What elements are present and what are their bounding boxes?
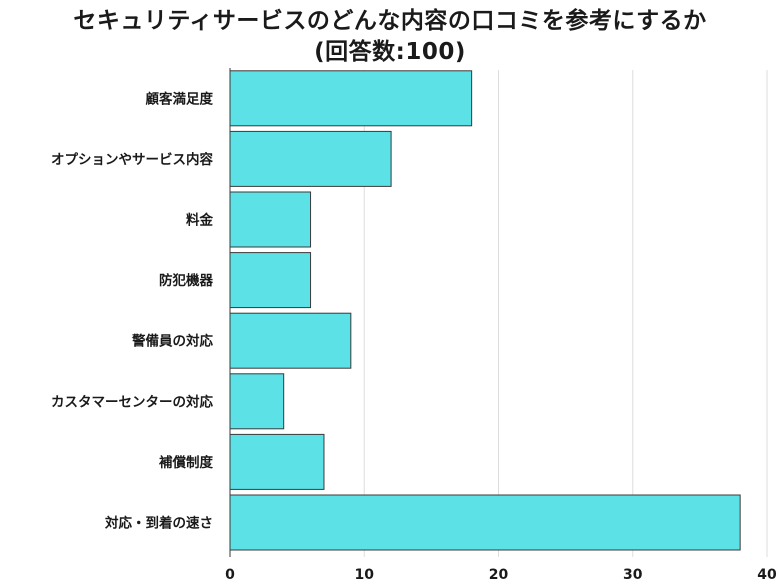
bar-4 [229,252,312,309]
x-tick-label-10: 10 [355,567,375,583]
bar-8 [229,494,741,551]
category-label-5: 警備員の対応 [132,333,213,350]
category-label-2: オプションやサービス内容 [51,151,213,168]
chart-title: セキュリティサービスのどんな内容の口コミを参考にするか (回答数:100) [0,6,780,68]
category-label-4: 防犯機器 [159,272,213,289]
chart-subtitle: (回答数:100) [314,39,466,65]
bar-7 [229,433,325,490]
category-label-3: 料金 [186,212,213,229]
bar-2 [229,130,392,187]
x-tick-label-20: 20 [489,567,509,583]
category-label-7: 補償制度 [158,454,213,471]
category-label-1: 顧客満足度 [146,90,214,107]
x-tick-label-0: 0 [225,567,235,583]
bar-1 [229,70,473,127]
category-label-8: 対応・到着の速さ [104,515,213,532]
x-tick-label-40: 40 [757,567,777,583]
category-label-6: カスタマーセンターの対応 [51,393,213,410]
x-tick-label-30: 30 [623,567,643,583]
chart-title-main: セキュリティサービスのどんな内容の口コミを参考にするか [73,8,707,34]
bar-6 [229,373,285,430]
bar-3 [229,191,312,248]
bar-5 [229,312,352,369]
